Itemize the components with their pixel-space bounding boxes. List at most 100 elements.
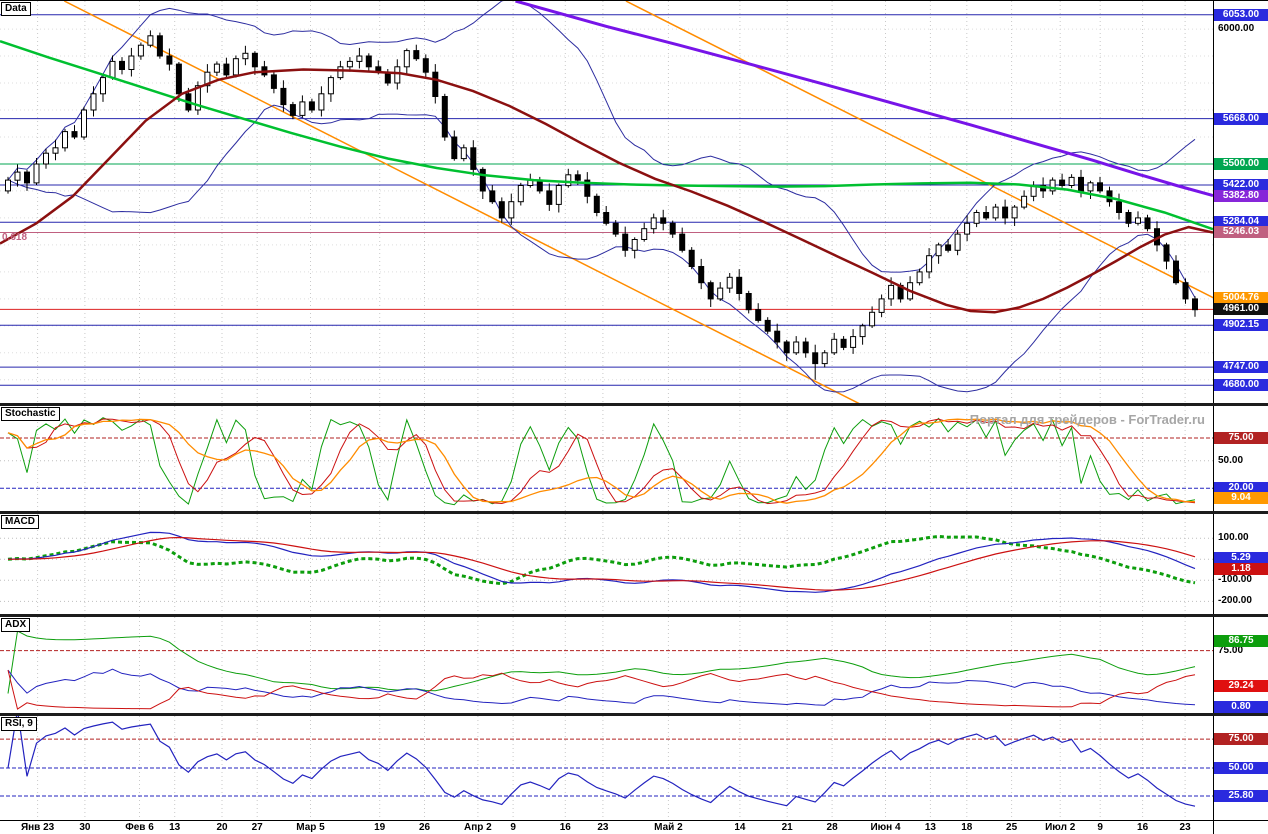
axis-tick-label: 16	[1137, 822, 1149, 833]
trendline-purple	[515, 1, 1213, 197]
axis-tick-label: 30	[79, 822, 91, 833]
adx-panel: ADX 86.75 75.00 29.24 0.80	[0, 617, 1268, 713]
plus-di-line	[7, 668, 1196, 706]
adx-plot-surface[interactable]	[0, 617, 1213, 713]
axis-tick-label: Май 2	[654, 822, 683, 833]
grid-layer	[37, 617, 1186, 713]
stochastic-scale[interactable]: 75.00 50.00 20.00 9.04	[1213, 406, 1268, 511]
level-lines-layer	[0, 738, 1213, 797]
grid-layer	[37, 514, 1186, 614]
axis-tick-label: 28	[826, 822, 838, 833]
rsi-scale[interactable]: 75.00 50.00 25.80	[1213, 716, 1268, 820]
scale-label: 4680.00	[1214, 379, 1268, 392]
level-lines-layer	[0, 437, 1213, 489]
scale-label: -200.00	[1218, 595, 1252, 607]
scale-label: 4961.00	[1214, 303, 1268, 316]
scale-label: 50.00	[1218, 454, 1244, 466]
indicator-lines-layer	[7, 531, 1196, 593]
minus-di-line	[7, 669, 1196, 710]
stoch-plot-surface[interactable]	[0, 406, 1213, 511]
scale-label: 100.00	[1218, 532, 1249, 544]
stoch-mid-line	[7, 418, 1196, 505]
panel-title-data: Data	[1, 2, 31, 16]
scale-label: 0.80	[1214, 701, 1268, 713]
scale-label: 50.00	[1214, 762, 1268, 774]
axis-tick-label: Июн 4	[870, 822, 901, 833]
panel-title-macd: MACD	[1, 515, 39, 529]
indicator-lines-layer	[7, 630, 1196, 710]
rsi-plot[interactable]: RSI, 9	[0, 716, 1213, 820]
axis-tick-label: Фев 6	[125, 822, 154, 833]
axis-tick-label: Апр 2	[464, 822, 492, 833]
scale-label: 9.04	[1214, 492, 1268, 505]
stoch-fast-line	[7, 417, 1196, 506]
grid-layer	[37, 716, 1186, 820]
axis-tick-label: 20	[216, 822, 228, 833]
scale-label: 75.00	[1214, 431, 1268, 444]
panel-separator[interactable]	[0, 511, 1268, 514]
axis-tick-label: 19	[374, 822, 386, 833]
grid-layer	[37, 406, 1186, 511]
scale-label: 29.24	[1214, 680, 1268, 693]
watermark-text: Портал для трейдеров - ForTrader.ru	[969, 412, 1205, 427]
scale-label: 5.29	[1214, 551, 1268, 564]
scale-label: 5246.03	[1214, 226, 1268, 239]
time-axis-row: Янв 23 30 Фев 6 13 20 27 Мар 5 19 26 Апр 2 9 16 23 Ма…	[0, 820, 1268, 834]
scale-label: 5500.00	[1214, 157, 1268, 170]
axis-tick-label: 25	[1006, 822, 1018, 833]
price-scale[interactable]: 6053.00 6000.00 5668.00 5500.00 5422.00 5382.…	[1213, 1, 1268, 403]
axis-tick-label: Янв 23	[20, 822, 55, 833]
axis-tick-label: 27	[251, 822, 263, 833]
axis-corner	[1213, 821, 1268, 834]
adx-plot[interactable]: ADX	[0, 617, 1213, 713]
price-panel: Data 0.618 6053.00 6000.00 5668.00 5500.00 5…	[0, 1, 1268, 403]
panel-separator[interactable]	[0, 713, 1268, 716]
axis-tick-label: Мар 5	[296, 822, 325, 833]
scale-label: 5284.04	[1214, 216, 1268, 229]
rsi-panel: RSI, 9 75.00 50.00 25.80	[0, 716, 1268, 820]
indicator-lines-layer	[7, 417, 1196, 506]
axis-tick-label: 26	[418, 822, 431, 833]
scale-label: 5668.00	[1214, 112, 1268, 125]
scale-label: 20.00	[1214, 482, 1268, 495]
scale-label: 75.00	[1214, 733, 1268, 746]
time-axis[interactable]: Янв 23 30 Фев 6 13 20 27 Мар 5 19 26 Апр 2 9 16 23 Ма…	[0, 821, 1213, 834]
panel-separator[interactable]	[0, 403, 1268, 406]
axis-tick-label: 23	[597, 822, 609, 833]
scale-label: 5382.80	[1214, 189, 1268, 202]
stochastic-plot[interactable]: Stochastic Портал для трейдеров - ForTra…	[0, 406, 1213, 511]
scale-label: 86.75	[1214, 635, 1268, 648]
stoch-slow-line	[7, 418, 1196, 504]
macd-plot[interactable]: MACD	[0, 514, 1213, 614]
macd-signal-line	[7, 536, 1196, 591]
macd-panel: MACD 100.00 5.29 1.18 -100.00 -200.00	[0, 514, 1268, 614]
adx-scale[interactable]: 86.75 75.00 29.24 0.80	[1213, 617, 1268, 713]
trendlines-layer	[63, 1, 1213, 403]
stochastic-panel: Stochastic Портал для трейдеров - ForTra…	[0, 406, 1268, 511]
axis-tick-label: 18	[961, 822, 973, 833]
panel-title-stochastic: Stochastic	[1, 407, 60, 421]
macd-histogram	[7, 534, 1196, 586]
macd-scale[interactable]: 100.00 5.29 1.18 -100.00 -200.00	[1213, 514, 1268, 614]
scale-label: 4902.15	[1214, 319, 1268, 332]
panel-separator[interactable]	[0, 614, 1268, 617]
scale-label: 5004.76	[1214, 291, 1268, 304]
scale-label: 25.80	[1214, 789, 1268, 802]
scale-label: 6000.00	[1218, 23, 1255, 35]
grid-layer	[0, 1, 1213, 403]
macd-plot-surface[interactable]	[0, 514, 1213, 614]
axis-tick-label: 16	[559, 822, 571, 833]
axis-tick-label: 9	[1097, 822, 1103, 833]
axis-tick-label: 13	[169, 822, 181, 833]
rsi-plot-surface[interactable]	[0, 716, 1213, 820]
axis-tick-label: 14	[734, 822, 746, 833]
fib-0618-label: 0.618	[2, 232, 28, 243]
scale-label: 5422.00	[1214, 179, 1268, 191]
price-plot-surface[interactable]	[0, 1, 1213, 403]
scale-label: -100.00	[1218, 574, 1252, 586]
scale-label: 4747.00	[1214, 361, 1268, 374]
axis-tick-label: 13	[924, 822, 936, 833]
bollinger-bands	[7, 1, 1196, 393]
price-plot[interactable]: Data 0.618	[0, 1, 1213, 403]
